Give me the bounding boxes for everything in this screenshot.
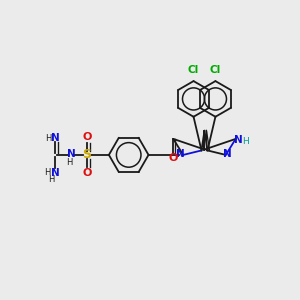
- Text: H: H: [66, 158, 72, 167]
- Text: Cl: Cl: [210, 65, 221, 75]
- Text: H: H: [242, 137, 249, 146]
- Text: N: N: [234, 135, 243, 145]
- Text: O: O: [82, 168, 92, 178]
- Text: N: N: [51, 168, 60, 178]
- Text: H: H: [44, 168, 51, 177]
- Text: H: H: [48, 175, 55, 184]
- Text: N: N: [67, 149, 76, 159]
- Text: N: N: [51, 133, 60, 143]
- Text: N: N: [224, 149, 232, 159]
- Text: O: O: [169, 153, 178, 163]
- Text: S: S: [82, 148, 91, 161]
- Text: O: O: [82, 132, 92, 142]
- Text: N: N: [176, 149, 184, 159]
- Text: H: H: [45, 134, 52, 142]
- Text: Cl: Cl: [188, 65, 199, 75]
